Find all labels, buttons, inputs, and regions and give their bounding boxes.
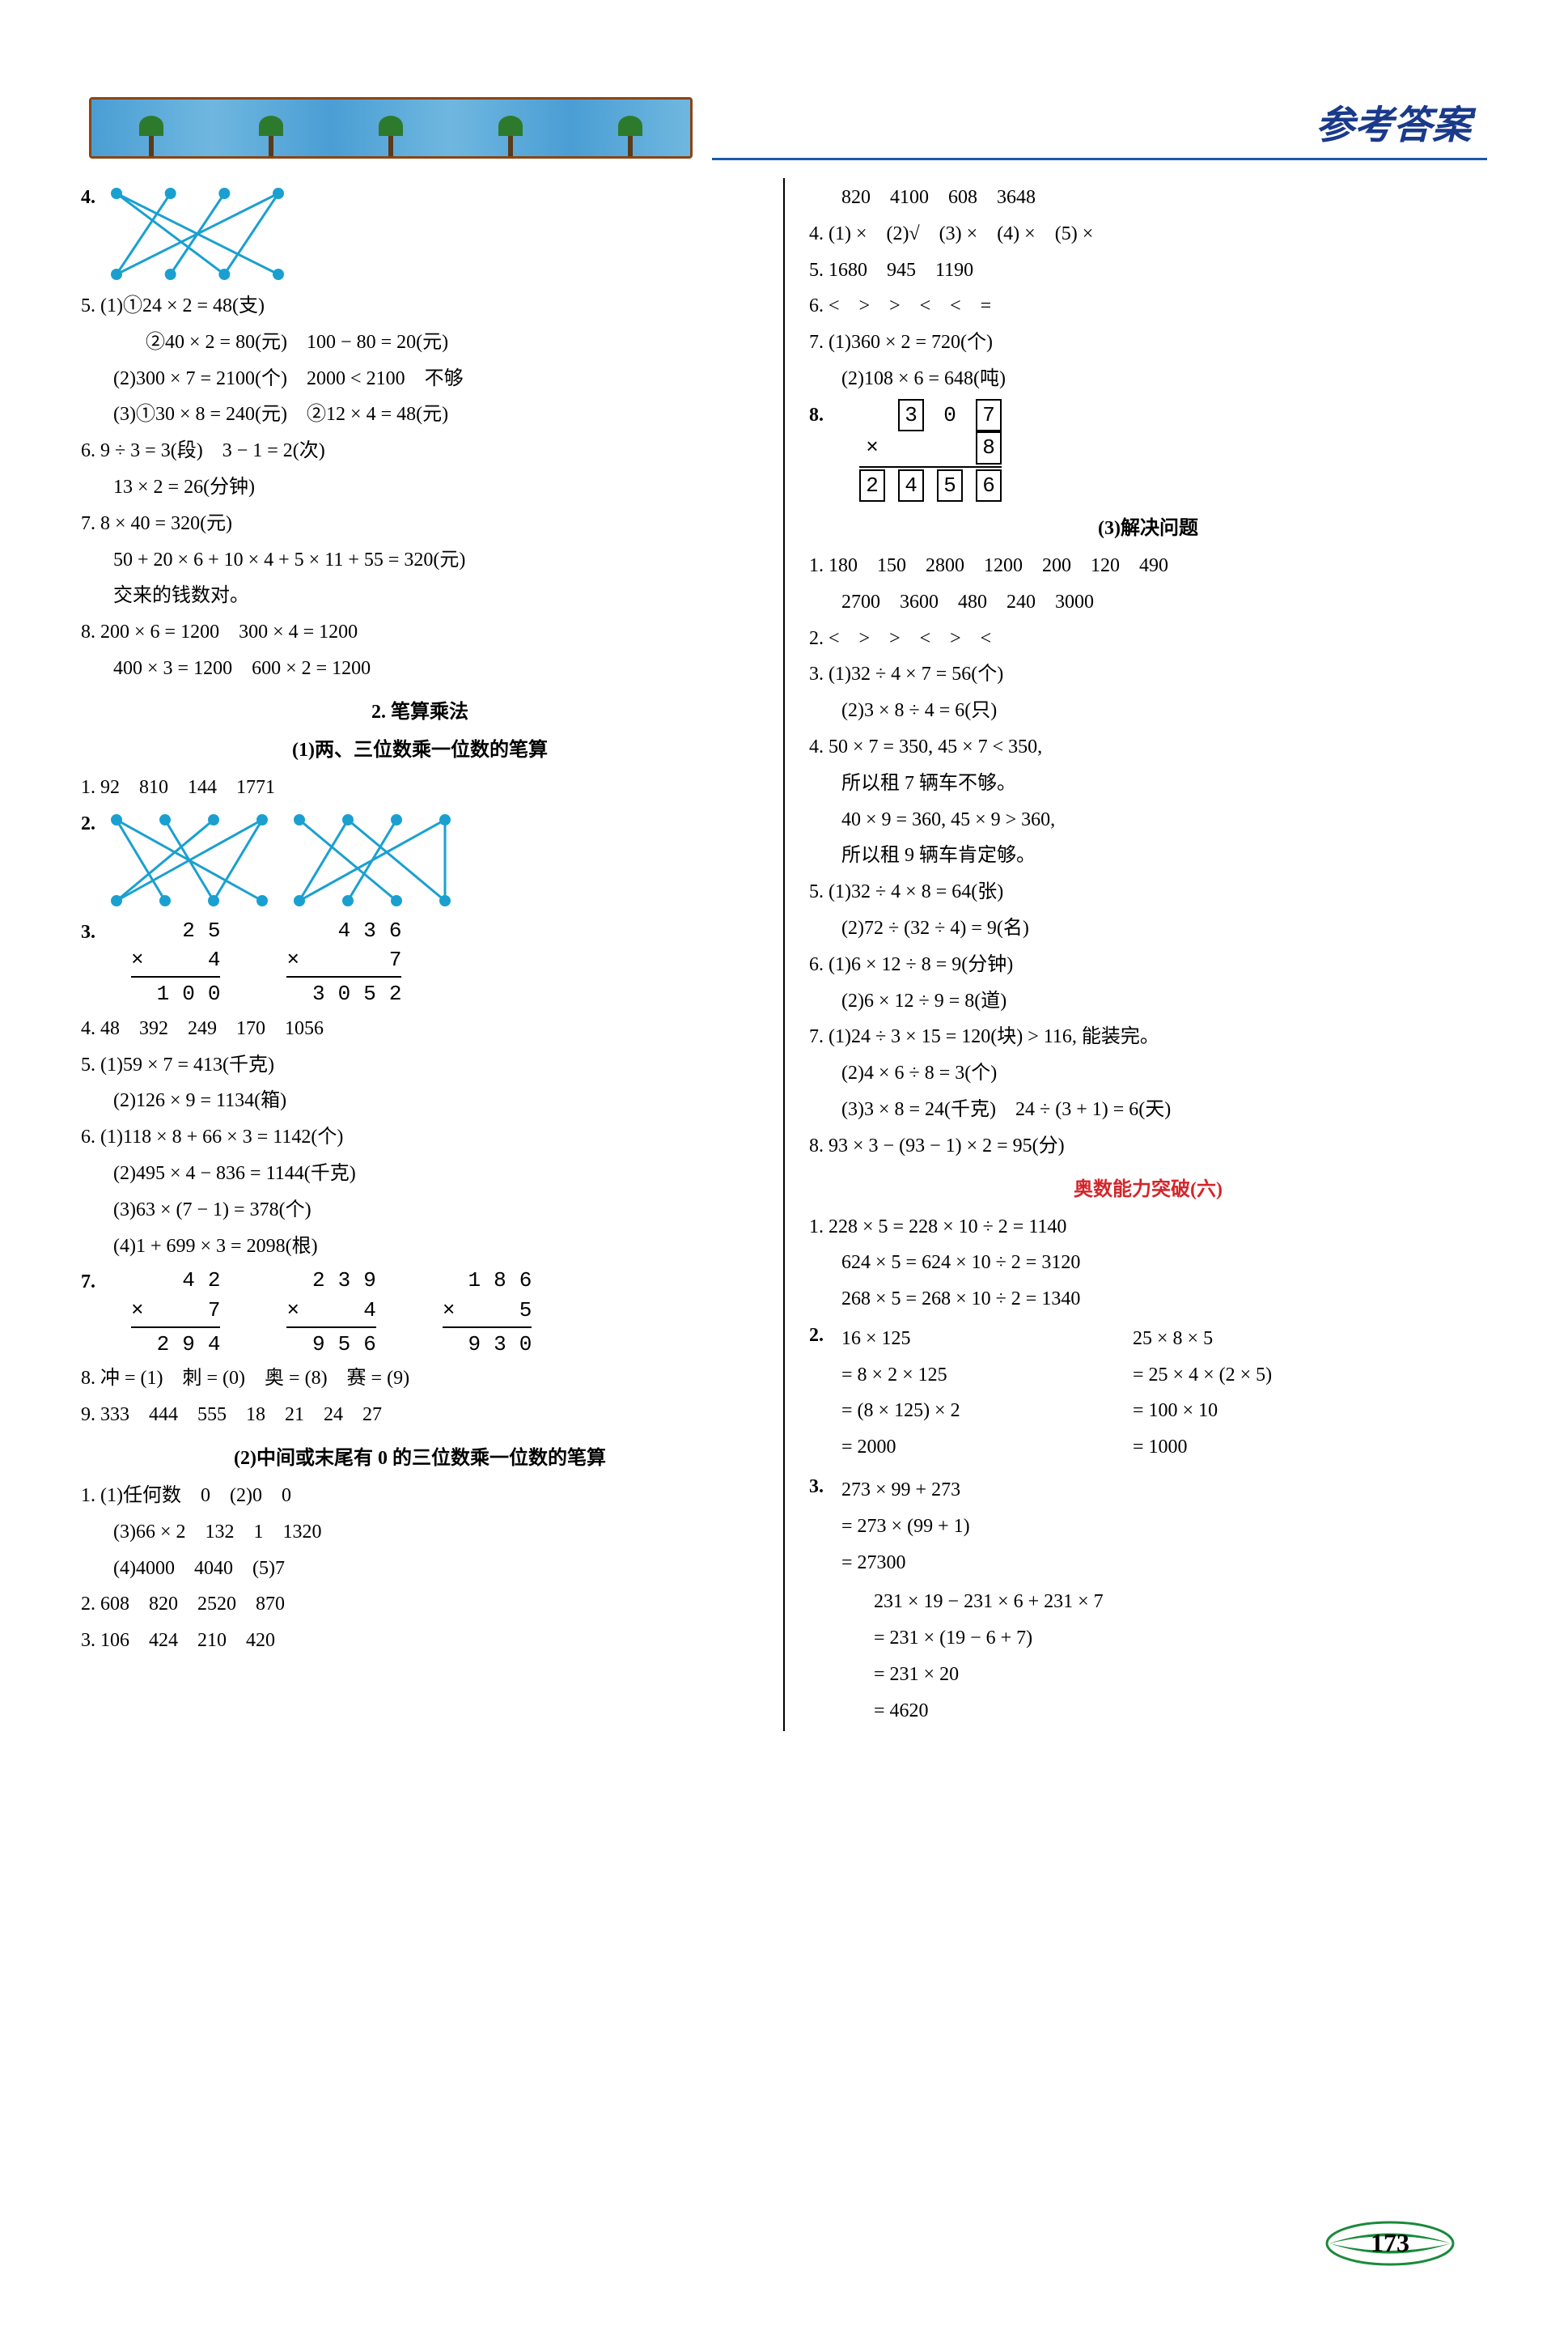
p-item-5b: (2)72 ÷ (32 ÷ 4) = 9(名) (809, 912, 1487, 945)
label-8: 8. (809, 405, 824, 426)
match-figure-2a (100, 808, 278, 913)
label-o3: 3. (809, 1471, 841, 1582)
p-item-6: 6. (1)6 × 12 ÷ 8 = 9(分钟) (809, 949, 1487, 982)
item-7: 7. 8 × 40 = 320(元) (81, 507, 759, 541)
section-heading-2: 2. 笔算乘法 (81, 695, 759, 724)
vertical-mult-1: 25× 4 100 (125, 916, 227, 1009)
p-item-8: 8. 93 × 3 − (93 − 1) × 2 = 95(分) (809, 1130, 1487, 1163)
s1-item-6b: (2)495 × 4 − 836 = 1144(千克) (81, 1157, 759, 1190)
palm-icon (498, 116, 523, 156)
vertical-mult-5: 186× 5 930 (436, 1266, 538, 1359)
s2-item-3: 3. 106 424 210 420 (81, 1624, 759, 1657)
item-5-1b: ②40 × 2 = 80(元) 100 − 80 = 20(元) (81, 326, 759, 359)
o-item-1b: 624 × 5 = 624 × 10 ÷ 2 = 3120 (809, 1246, 1487, 1280)
s1-item-6: 6. (1)118 × 8 + 66 × 3 = 1142(个) (81, 1121, 759, 1154)
p-item-7b: (2)4 × 6 ÷ 8 = 3(个) (809, 1057, 1487, 1090)
match-figure-2b (283, 808, 461, 913)
o-item-1c: 268 × 5 = 268 × 10 ÷ 2 = 1340 (809, 1283, 1487, 1316)
o3b-lines: 231 × 19 − 231 × 6 + 231 × 7= 231 × (19 … (809, 1585, 1487, 1727)
page: 参考答案 4. 5. (1)①24 × 2 = 48(支) ②40 × 2 = … (0, 0, 1568, 2330)
p-item-6b: (2)6 × 12 ÷ 9 = 8(道) (809, 985, 1487, 1018)
o3a-lines: 273 × 99 + 273= 273 × (99 + 1)= 27300 (841, 1471, 970, 1582)
p-item-4d: 所以租 9 辆车肯定够。 (809, 839, 1487, 872)
label-7: 7. (81, 1271, 95, 1292)
r-item-7b: (2)108 × 6 = 648(吨) (809, 363, 1487, 396)
r-item-5: 5. 1680 945 1190 (809, 254, 1487, 287)
r-item-7: 7. (1)360 × 2 = 720(个) (809, 326, 1487, 359)
r-item-8: 8. 307× 82456 (809, 399, 1487, 502)
s1-item-8: 8. 冲 = (1) 刺 = (0) 奥 = (8) 赛 = (9) (81, 1362, 759, 1395)
o2-right-col: 25 × 8 × 5= 25 × 4 × (2 × 5)= 100 × 10= … (1133, 1319, 1272, 1467)
p-item-4b: 所以租 7 辆车不够。 (809, 767, 1487, 800)
olympiad-heading: 奥数能力突破(六) (809, 1173, 1487, 1201)
page-number: 173 (1325, 2219, 1455, 2273)
content-columns: 4. 5. (1)①24 × 2 = 48(支) ②40 × 2 = 80(元)… (65, 178, 1503, 1731)
page-number-text: 173 (1371, 2228, 1409, 2257)
o-item-1: 1. 228 × 5 = 228 × 10 ÷ 2 = 1140 (809, 1211, 1487, 1244)
item-5-3: (3)①30 × 8 = 240(元) ②12 × 4 = 48(元) (81, 398, 759, 431)
label-o2: 2. (809, 1319, 841, 1467)
r-item-6: 6. < > > < < = (809, 290, 1487, 323)
s1-item-5b: (2)126 × 9 = 1134(箱) (81, 1084, 759, 1118)
s1-item-6d: (4)1 + 699 × 3 = 2098(根) (81, 1230, 759, 1263)
vertical-mult-4: 239× 4 956 (280, 1266, 382, 1359)
o-item-2: 2. 16 × 125= 8 × 2 × 125= (8 × 125) × 2=… (809, 1319, 1487, 1467)
header-divider (712, 158, 1487, 160)
match-figure-1 (100, 181, 295, 286)
label-3: 3. (81, 922, 95, 943)
item-5-1: 5. (1)①24 × 2 = 48(支) (81, 290, 759, 323)
section-sub-2: (2)中间或末尾有 0 的三位数乘一位数的笔算 (81, 1441, 759, 1470)
vertical-mult-3: 42× 7 294 (125, 1266, 227, 1359)
p-item-3b: (2)3 × 8 ÷ 4 = 6(只) (809, 694, 1487, 728)
left-column: 4. 5. (1)①24 × 2 = 48(支) ②40 × 2 = 80(元)… (65, 178, 785, 1731)
item-6: 6. 9 ÷ 3 = 3(段) 3 − 1 = 2(次) (81, 435, 759, 468)
p-item-1: 1. 180 150 2800 1200 200 120 490 (809, 550, 1487, 583)
item-6b: 13 × 2 = 26(分钟) (81, 471, 759, 504)
page-number-badge: 173 (1325, 2219, 1455, 2268)
p-item-4: 4. 50 × 7 = 350, 45 × 7 < 350, (809, 731, 1487, 764)
header-banner (89, 97, 693, 159)
item-5-2: (2)300 × 7 = 2100(个) 2000 < 2100 不够 (81, 363, 759, 396)
p-item-5: 5. (1)32 ÷ 4 × 8 = 64(张) (809, 876, 1487, 909)
section-sub-1: (1)两、三位数乘一位数的笔算 (81, 733, 759, 762)
p-item-4c: 40 × 9 = 360, 45 × 9 > 360, (809, 804, 1487, 837)
item-4: 4. (81, 181, 759, 286)
right-column: 820 4100 608 3648 4. (1) × (2)√ (3) × (4… (785, 178, 1503, 1731)
item-7c: 交来的钱数对。 (81, 579, 759, 613)
label-2: 2. (81, 813, 95, 834)
r-top: 820 4100 608 3648 (809, 181, 1487, 214)
s1-item-9: 9. 333 444 555 18 21 24 27 (81, 1398, 759, 1432)
item-7b: 50 + 20 × 6 + 10 × 4 + 5 × 11 + 55 = 320… (81, 544, 759, 577)
s2-item-1c: (4)4000 4040 (5)7 (81, 1552, 759, 1585)
palm-icon (618, 116, 642, 156)
s2-item-1: 1. (1)任何数 0 (2)0 0 (81, 1479, 759, 1513)
palm-icon (379, 116, 403, 156)
p-item-1b: 2700 3600 480 240 3000 (809, 586, 1487, 619)
palm-icon (259, 116, 283, 156)
s1-item-3: 3. 25× 4 100 436× 7 3052 (81, 916, 759, 1009)
s2-item-1b: (3)66 × 2 132 1 1320 (81, 1516, 759, 1549)
s1-item-6c: (3)63 × (7 − 1) = 378(个) (81, 1194, 759, 1227)
palm-icon (139, 116, 163, 156)
s2-item-2: 2. 608 820 2520 870 (81, 1588, 759, 1621)
vertical-mult-2: 436× 7 3052 (280, 916, 408, 1009)
p-item-7c: (3)3 × 8 = 24(千克) 24 ÷ (3 + 1) = 6(天) (809, 1093, 1487, 1127)
label-4: 4. (81, 187, 95, 208)
s1-item-4: 4. 48 392 249 170 1056 (81, 1012, 759, 1046)
item-8: 8. 200 × 6 = 1200 300 × 4 = 1200 (81, 616, 759, 649)
p-item-2: 2. < > > < > < (809, 622, 1487, 656)
section-sub-3: (3)解决问题 (809, 511, 1487, 540)
o-item-3: 3. 273 × 99 + 273= 273 × (99 + 1)= 27300 (809, 1471, 1487, 1582)
header-title: 参考答案 (1316, 93, 1471, 150)
o2-left-col: 16 × 125= 8 × 2 × 125= (8 × 125) × 2= 20… (841, 1319, 1133, 1467)
p-item-3: 3. (1)32 ÷ 4 × 7 = 56(个) (809, 658, 1487, 691)
s1-item-5: 5. (1)59 × 7 = 413(千克) (81, 1049, 759, 1082)
item-8b: 400 × 3 = 1200 600 × 2 = 1200 (81, 652, 759, 685)
r-item-4: 4. (1) × (2)√ (3) × (4) × (5) × (809, 218, 1487, 251)
p-item-7: 7. (1)24 ÷ 3 × 15 = 120(块) > 116, 能装完。 (809, 1021, 1487, 1054)
s1-item-2: 2. (81, 808, 759, 913)
s1-item-1: 1. 92 810 144 1771 (81, 771, 759, 804)
s1-item-7: 7. 42× 7 294 239× 4 956 186× 5 930 (81, 1266, 759, 1359)
vertical-mult-boxed: 307× 82456 (853, 399, 1008, 502)
